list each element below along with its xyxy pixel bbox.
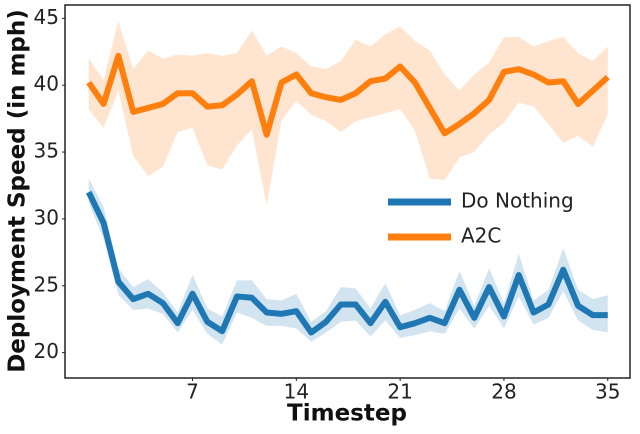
data-line xyxy=(86,52,610,138)
legend-label: A2C xyxy=(461,224,501,248)
data-line xyxy=(86,190,608,336)
y-tick-label: 20 xyxy=(34,339,59,363)
y-tick-label: 45 xyxy=(34,5,59,29)
y-tick-label: 35 xyxy=(34,139,59,163)
error-band xyxy=(88,178,608,345)
y-tick-label: 30 xyxy=(34,205,59,229)
x-tick-label: 21 xyxy=(387,380,412,404)
y-tick-label: 40 xyxy=(34,72,59,96)
legend-label: Do Nothing xyxy=(461,189,574,213)
y-tick-label: 25 xyxy=(34,272,59,296)
x-axis-label: Timestep xyxy=(287,401,407,427)
x-tick-label: 7 xyxy=(186,380,199,404)
plot-frame xyxy=(64,4,631,379)
y-axis-label: Deployment Speed (in mph) xyxy=(5,9,31,373)
error-band xyxy=(88,21,608,206)
x-tick-label: 28 xyxy=(491,380,516,404)
x-tick-label: 35 xyxy=(595,380,620,404)
x-tick-label: 14 xyxy=(284,380,309,404)
